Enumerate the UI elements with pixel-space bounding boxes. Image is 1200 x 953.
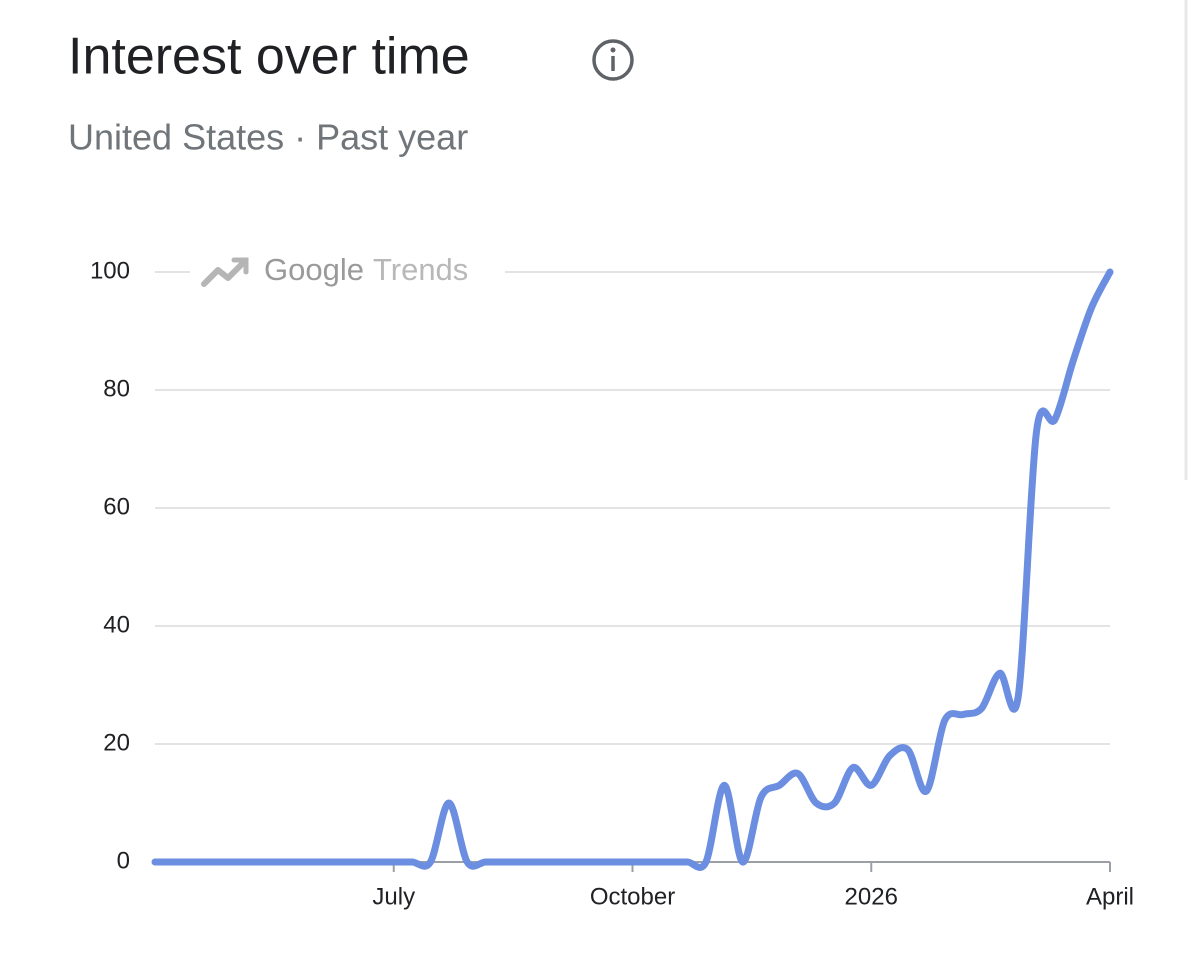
chart-subtitle: United States · Past year	[68, 117, 468, 158]
y-tick-label: 20	[103, 729, 130, 756]
info-dot	[610, 47, 616, 53]
y-tick-label: 0	[117, 847, 130, 874]
y-tick-label: 100	[90, 257, 130, 284]
x-tick-label: April	[1086, 883, 1134, 910]
watermark-google: Google	[264, 252, 364, 287]
x-tick-label: July	[372, 883, 415, 910]
x-tick-label: 2026	[845, 883, 898, 910]
y-tick-label: 60	[103, 493, 130, 520]
info-circle	[592, 39, 634, 81]
x-tick-label: October	[590, 883, 675, 910]
trend-line	[151, 268, 1114, 871]
y-tick-label: 80	[103, 375, 130, 402]
watermark: Google Trends	[264, 252, 468, 287]
watermark-icon	[201, 259, 247, 287]
watermark-arrow	[231, 257, 249, 275]
y-tick-label: 40	[103, 611, 130, 638]
watermark-trends: Trends	[373, 252, 468, 287]
chart-title: Interest over time	[68, 28, 470, 86]
info-icon[interactable]	[592, 39, 634, 81]
